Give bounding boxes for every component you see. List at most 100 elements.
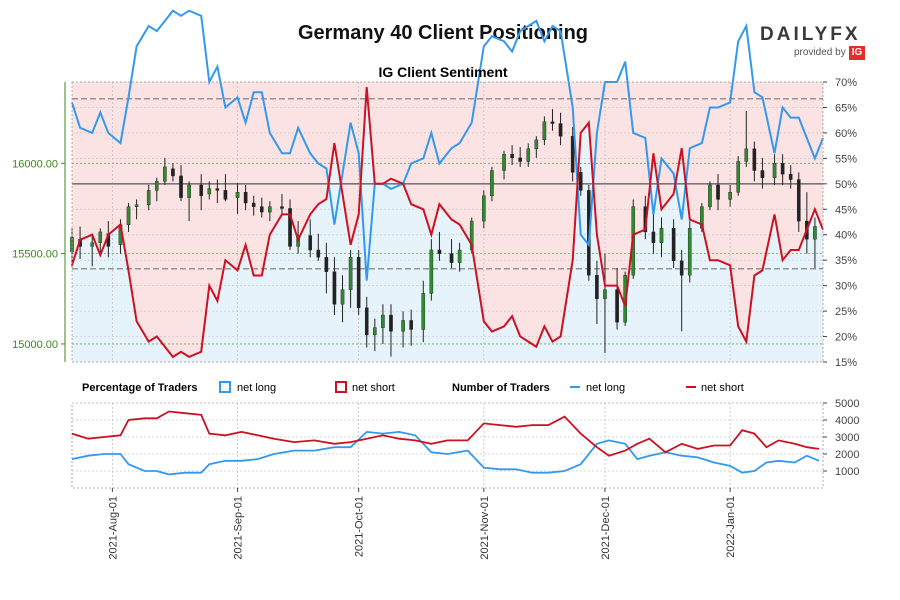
candle-body xyxy=(449,253,454,263)
candle-body xyxy=(154,181,159,191)
candle-body xyxy=(570,135,575,173)
candle-body xyxy=(796,179,801,222)
lower-axis-label: 5000 xyxy=(835,398,859,410)
grid xyxy=(72,81,823,363)
candle-body xyxy=(348,257,353,290)
candle-body xyxy=(687,228,692,276)
right-axis-label: 30% xyxy=(835,281,857,293)
candle-body xyxy=(490,170,494,197)
candle-body xyxy=(126,206,131,225)
candle-body xyxy=(389,314,393,332)
ig-badge: IG xyxy=(849,46,865,60)
right-axis-label: 20% xyxy=(835,332,857,344)
net-long-pct-line xyxy=(71,9,824,281)
candle-body xyxy=(268,206,272,213)
candle-body xyxy=(659,228,664,243)
logo-subtext: provided by xyxy=(794,47,846,58)
dailyfx-logo: DAILYFX provided by IG xyxy=(760,24,870,64)
right-axis-label: 50% xyxy=(835,179,857,191)
legend-pct-long-swatch xyxy=(219,381,231,393)
candle-body xyxy=(526,148,531,162)
right-axis-label: 55% xyxy=(835,153,857,165)
candle-body xyxy=(736,161,741,193)
left-axis-label: 15500.00 xyxy=(12,249,58,261)
candle-body xyxy=(259,206,264,213)
candle-body xyxy=(199,184,204,197)
candle-body xyxy=(340,289,345,305)
lower-axis-label: 1000 xyxy=(835,466,859,478)
legend-pct-short-swatch xyxy=(335,381,347,393)
legend-pct-short-label: net short xyxy=(352,382,395,394)
x-axis-label: 2021-Dec-01 xyxy=(600,496,612,560)
right-axis-label: 40% xyxy=(835,230,857,242)
legend-num-short-label: net short xyxy=(701,382,744,394)
price-candles xyxy=(70,109,817,357)
right-axis-label: 70% xyxy=(835,77,857,89)
candle-body xyxy=(542,121,547,141)
candle-body xyxy=(243,191,248,204)
candle-body xyxy=(671,228,676,262)
candle-body xyxy=(728,191,732,200)
legend-pct-long-label: net long xyxy=(237,382,276,394)
lower-axis-label: 4000 xyxy=(835,415,859,427)
candle-body xyxy=(316,249,321,258)
net-long-count-line xyxy=(71,430,820,476)
candle-body xyxy=(752,148,757,171)
candle-body xyxy=(134,204,139,207)
net-short-pct-line xyxy=(71,87,824,359)
candle-body xyxy=(518,157,522,162)
candle-body xyxy=(595,275,599,299)
trader-count-panel: 1000 2000 3000 4000 5000 2021-Aug-01 2021-Sep-… xyxy=(71,398,859,560)
candle-body xyxy=(708,184,712,207)
left-axis-label: 15000.00 xyxy=(12,339,58,351)
series-lines xyxy=(71,9,824,359)
candle-body xyxy=(772,163,777,178)
legend: Percentage of Traders net long net short Nu… xyxy=(82,381,744,394)
candle-body xyxy=(502,154,506,171)
candle-body xyxy=(534,139,539,150)
right-axis-label: 35% xyxy=(835,255,857,267)
candle-body xyxy=(187,184,191,198)
candle-body xyxy=(651,231,656,243)
candle-body xyxy=(381,314,385,328)
candle-body xyxy=(324,257,329,272)
candle-body xyxy=(356,257,361,309)
logo-wordmark: DAILYFX xyxy=(760,24,861,45)
candle-body xyxy=(603,289,607,299)
candle-body xyxy=(716,184,720,200)
candle-body xyxy=(813,226,817,240)
candle-body xyxy=(90,242,94,247)
sentiment-background xyxy=(72,82,823,362)
candle-body xyxy=(510,154,514,159)
candle-body xyxy=(171,168,175,177)
lower-axis-label: 3000 xyxy=(835,432,859,444)
candle-body xyxy=(550,121,555,124)
candle-body xyxy=(251,202,256,207)
candle-body xyxy=(235,191,240,198)
plot-frame xyxy=(71,81,824,363)
candle-body xyxy=(98,231,103,243)
right-axis-label: 15% xyxy=(835,357,857,369)
candle-body xyxy=(482,195,486,222)
candle-body xyxy=(373,327,377,336)
x-axis-label: 2022-Jan-01 xyxy=(725,496,737,558)
candle-body xyxy=(332,271,337,305)
candle-body xyxy=(401,320,405,332)
candle-body xyxy=(179,175,183,198)
legend-num-heading: Number of Traders xyxy=(452,382,550,394)
candle-body xyxy=(207,188,212,195)
candle-body xyxy=(429,249,434,294)
x-axis-label: 2021-Oct-01 xyxy=(354,496,366,557)
net-short-area xyxy=(72,82,823,357)
candle-body xyxy=(421,293,426,330)
candle-body xyxy=(558,123,563,137)
candle-body xyxy=(288,208,292,247)
axes: IG Client Sentiment 15000.00 15500.00 16000… xyxy=(12,64,857,369)
net-long-area xyxy=(72,87,823,362)
candle-body xyxy=(280,206,284,209)
subplot-title: IG Client Sentiment xyxy=(378,64,507,80)
lower-frame xyxy=(71,402,824,489)
x-axis-label: 2021-Nov-01 xyxy=(479,496,491,560)
right-axis-label: 60% xyxy=(835,128,857,140)
